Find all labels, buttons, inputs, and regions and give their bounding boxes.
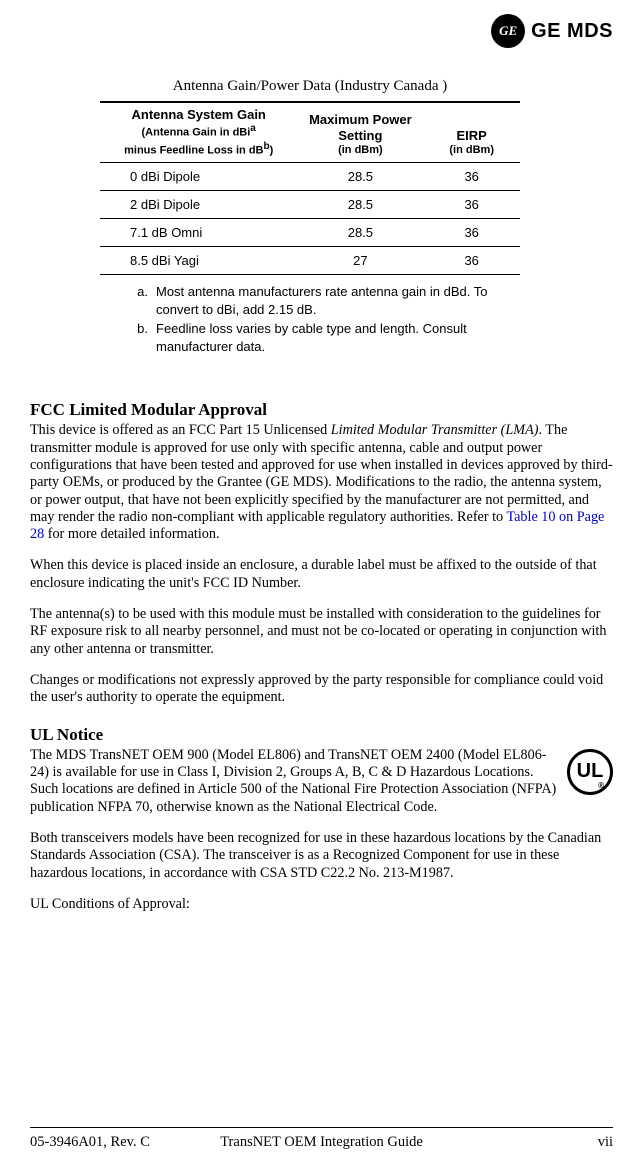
table-row: 8.5 dBi Yagi 27 36	[100, 247, 520, 275]
fcc-p1: This device is offered as an FCC Part 15…	[30, 422, 613, 543]
cell: 36	[423, 191, 520, 219]
fcc-heading: FCC Limited Modular Approval	[30, 400, 613, 420]
col3-sub: (in dBm)	[429, 144, 514, 158]
ge-monogram-icon: GE	[491, 14, 525, 48]
col1-sup-a: a	[250, 123, 256, 134]
text: This device is offered as an FCC Part 15…	[30, 422, 331, 438]
cell: 28.5	[297, 163, 423, 191]
ul-p2: Both transceivers models have been recog…	[30, 830, 613, 882]
fcc-p2: When this device is placed inside an enc…	[30, 557, 613, 592]
cell: 28.5	[297, 191, 423, 219]
text-italic: Limited Modular Transmitter (LMA)	[331, 422, 539, 438]
col2-sub: (in dBm)	[303, 144, 417, 158]
text: for more detailed information.	[44, 526, 219, 542]
antenna-gain-table: Antenna System Gain (Antenna Gain in dBi…	[100, 101, 520, 275]
brand-text: GE MDS	[531, 20, 613, 43]
cell: 2 dBi Dipole	[100, 191, 297, 219]
cell: 36	[423, 247, 520, 275]
col1-sub2a: minus Feedline Loss in dB	[124, 144, 263, 156]
col1-heading: Antenna System Gain	[132, 107, 266, 122]
cell: 36	[423, 219, 520, 247]
ul-reg-mark: ®	[598, 781, 604, 790]
col1-sub1: (Antenna Gain in dBi	[142, 127, 251, 139]
cell: 36	[423, 163, 520, 191]
table-row: 0 dBi Dipole 28.5 36	[100, 163, 520, 191]
table-row: 2 dBi Dipole 28.5 36	[100, 191, 520, 219]
footnote-b: Feedline loss varies by cable type and l…	[156, 320, 520, 355]
cell: 0 dBi Dipole	[100, 163, 297, 191]
ul-heading: UL Notice	[30, 725, 613, 745]
ul-logo-icon: UL ®	[567, 749, 613, 795]
page-footer: 05-3946A01, Rev. C TransNET OEM Integrat…	[30, 1127, 613, 1151]
col3-heading: EIRP	[457, 128, 487, 143]
table-footnotes: a.Most antenna manufacturers rate antenn…	[130, 283, 520, 355]
fcc-p3: The antenna(s) to be used with this modu…	[30, 606, 613, 658]
ul-p1: The MDS TransNET OEM 900 (Model EL806) a…	[30, 747, 613, 816]
fcc-p4: Changes or modifications not expressly a…	[30, 672, 613, 707]
table-row: 7.1 dB Omni 28.5 36	[100, 219, 520, 247]
cell: 7.1 dB Omni	[100, 219, 297, 247]
cell: 8.5 dBi Yagi	[100, 247, 297, 275]
header-logo: GE GE MDS	[491, 14, 613, 48]
table-caption: Antenna Gain/Power Data (Industry Canada…	[100, 78, 520, 95]
footer-center: TransNET OEM Integration Guide	[30, 1134, 613, 1151]
col2-heading: Maximum Power Setting	[309, 112, 412, 143]
footnote-a: Most antenna manufacturers rate antenna …	[156, 283, 520, 318]
cell: 28.5	[297, 219, 423, 247]
col1-sub2b: )	[270, 144, 274, 156]
cell: 27	[297, 247, 423, 275]
ul-p3: UL Conditions of Approval:	[30, 896, 613, 913]
